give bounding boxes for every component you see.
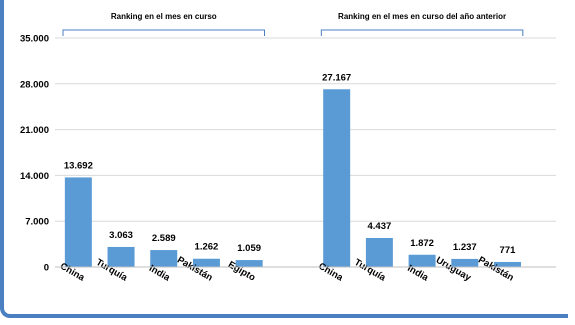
category-label: Pakistán xyxy=(476,255,516,284)
value-label: 1.059 xyxy=(237,243,261,254)
group-title: Ranking en el mes en curso xyxy=(111,12,217,21)
value-label: 1.872 xyxy=(410,238,434,249)
value-label: 2.589 xyxy=(152,233,176,244)
gridlines xyxy=(55,38,556,221)
value-label: 1.262 xyxy=(195,242,219,253)
value-label: 3.063 xyxy=(109,230,133,241)
y-axis-ticks: 0 7.000 14.000 21.000 28.000 35.000 xyxy=(20,34,49,274)
value-label: 13.692 xyxy=(64,160,93,171)
y-tick-label: 7.000 xyxy=(25,217,49,228)
bars xyxy=(65,89,521,267)
y-tick-label: 28.000 xyxy=(20,79,49,90)
value-label: 4.437 xyxy=(367,221,391,232)
group-bracket xyxy=(321,30,523,36)
value-label: 1.237 xyxy=(453,242,477,253)
y-tick-label: 0 xyxy=(44,263,49,274)
group-brackets: Ranking en el mes en curso Ranking en el … xyxy=(63,12,523,36)
y-tick-label: 21.000 xyxy=(20,125,49,136)
bar xyxy=(323,89,350,267)
group-bracket xyxy=(63,30,265,36)
y-tick-label: 14.000 xyxy=(20,171,49,182)
group-title: Ranking en el mes en curso del año anter… xyxy=(338,12,506,21)
y-tick-label: 35.000 xyxy=(20,34,49,45)
value-label: 27.167 xyxy=(322,72,351,83)
bar xyxy=(366,238,393,267)
value-label: 771 xyxy=(500,245,517,256)
bar xyxy=(65,177,92,267)
value-labels: 13.692 3.063 2.589 1.262 1.059 27.167 4.437 1.8… xyxy=(64,72,516,256)
